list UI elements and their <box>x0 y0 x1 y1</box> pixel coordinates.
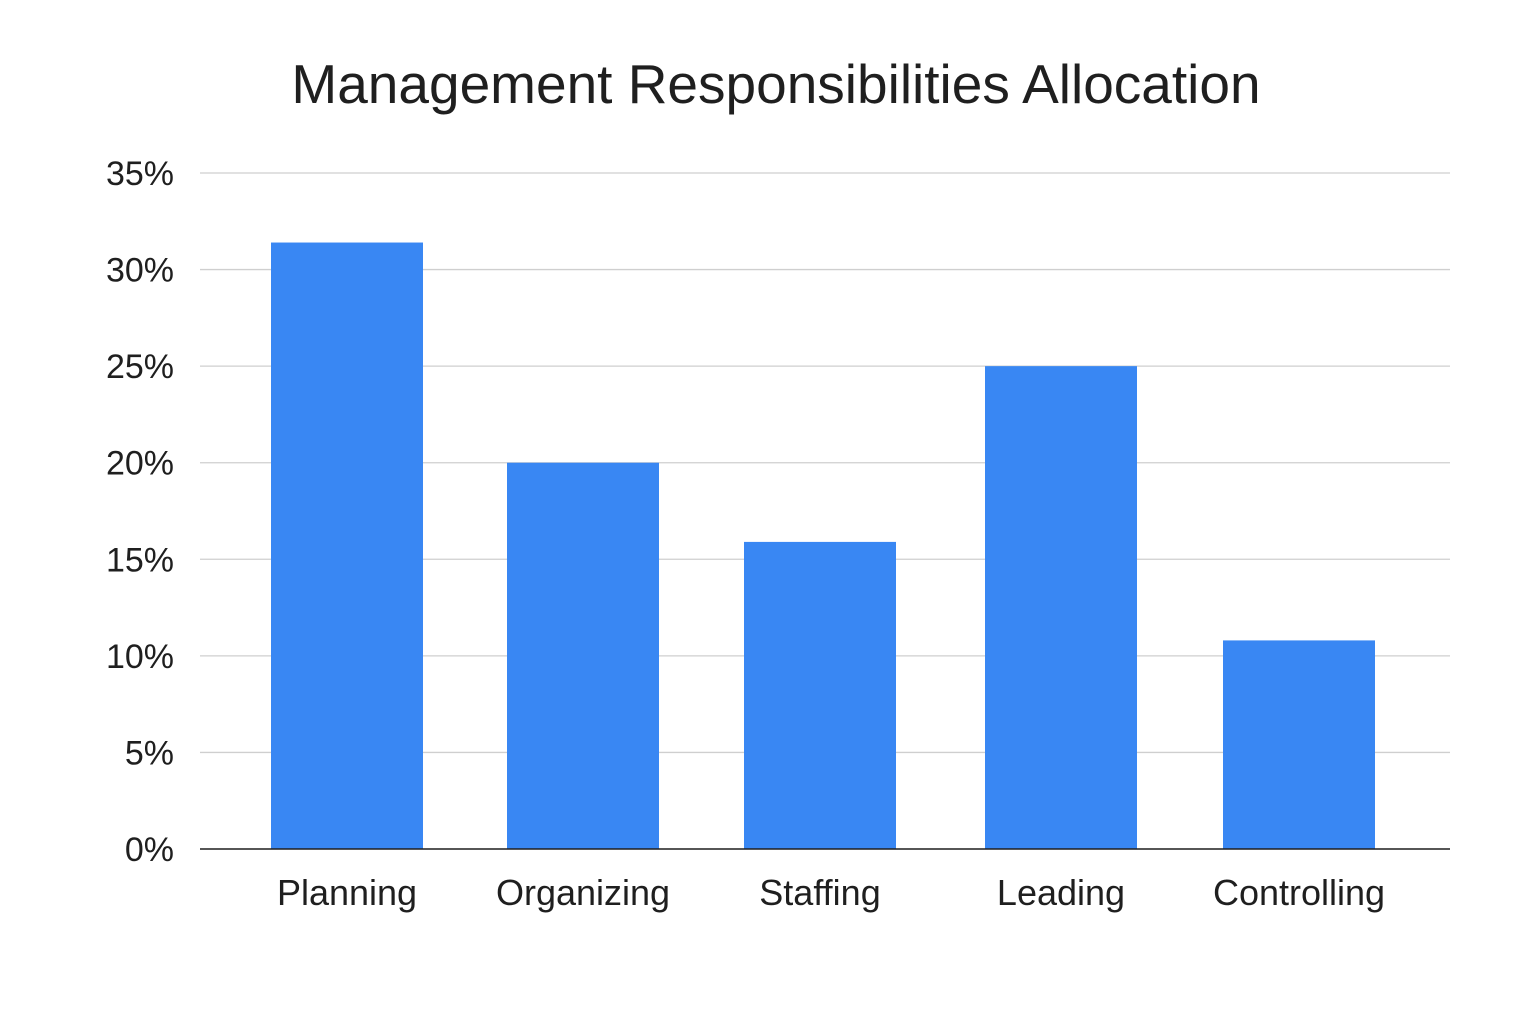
y-tick-label: 15% <box>106 541 174 579</box>
x-category-label: Staffing <box>759 872 880 913</box>
x-category-label: Leading <box>997 872 1125 913</box>
bar-staffing <box>744 541 896 849</box>
bar-leading <box>985 366 1137 849</box>
x-axis-labels: Planning Organizing Staffing Leading Control… <box>277 872 1385 913</box>
y-tick-label: 20% <box>106 445 174 483</box>
y-tick-label: 0% <box>125 831 174 869</box>
y-tick-label: 35% <box>106 155 174 193</box>
y-axis-ticks: 0% 5% 10% 15% 20% 25% 30% 35% <box>106 155 174 869</box>
x-category-label: Organizing <box>496 872 670 913</box>
chart-title: Management Responsibilities Allocation <box>291 53 1261 115</box>
x-category-label: Planning <box>277 872 417 913</box>
y-tick-label: 30% <box>106 252 174 290</box>
bars <box>271 242 1375 849</box>
bar-organizing <box>507 462 659 849</box>
x-category-label: Controlling <box>1213 872 1385 913</box>
y-tick-label: 25% <box>106 348 174 386</box>
bar-controlling <box>1223 640 1375 849</box>
y-tick-label: 10% <box>106 638 174 676</box>
bar-planning <box>271 242 423 849</box>
y-tick-label: 5% <box>125 734 174 772</box>
